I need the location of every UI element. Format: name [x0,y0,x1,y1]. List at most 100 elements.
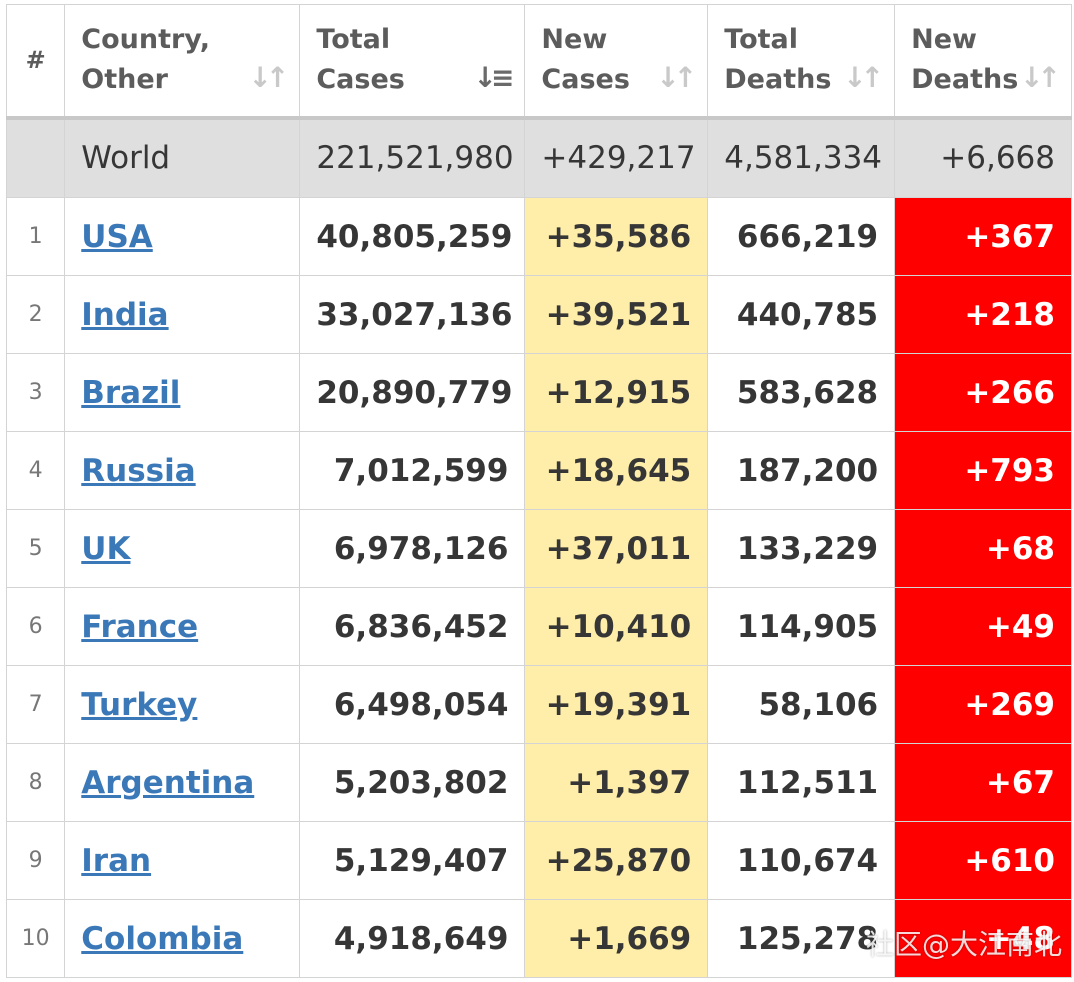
new-deaths-cell: +218 [894,275,1072,354]
total-cases-cell: 5,129,407 [299,821,526,900]
covid-stats-table: # Country, Other ↓↑ Total Cases ↓≡ New [5,4,1072,978]
new-cases-cell: +10,410 [524,587,709,666]
total-deaths-cell: 110,674 [707,821,896,900]
country-cell: Turkey [64,665,301,744]
table-row: 1 USA 40,805,259 +35,586 666,219 +367 [5,197,1072,276]
world-new-cases-cell: +429,217 [524,115,709,198]
rank-cell: 1 [5,197,66,276]
table-row: 4 Russia 7,012,599 +18,645 187,200 +793 [5,431,1072,510]
country-cell: Iran [64,821,301,900]
country-link[interactable]: Argentina [81,764,255,801]
table-row: 10 Colombia 4,918,649 +1,669 125,278 +48 [5,899,1072,978]
table-row: 9 Iran 5,129,407 +25,870 110,674 +610 [5,821,1072,900]
total-deaths-cell: 133,229 [707,509,896,588]
total-cases-cell: 6,978,126 [299,509,526,588]
new-cases-header-label: New Cases [541,24,630,96]
total-deaths-header-label: Total Deaths [724,24,832,96]
total-deaths-cell: 666,219 [707,197,896,276]
column-header-rank: # [5,4,66,120]
country-header-label: Country, Other [81,24,211,96]
rank-cell: 10 [5,899,66,978]
rank-cell: 9 [5,821,66,900]
table-body: World 221,521,980 +429,217 4,581,334 +6,… [5,115,1072,978]
new-deaths-cell: +269 [894,665,1072,744]
country-cell: France [64,587,301,666]
rank-cell: 5 [5,509,66,588]
new-cases-cell: +25,870 [524,821,709,900]
country-cell: Brazil [64,353,301,432]
sort-both-icon[interactable]: ↓↑ [1020,61,1061,94]
new-deaths-cell: +67 [894,743,1072,822]
total-cases-cell: 40,805,259 [299,197,526,276]
column-header-new-cases[interactable]: New Cases ↓↑ [524,4,709,120]
new-deaths-cell: +610 [894,821,1072,900]
world-country-cell: World [64,115,301,198]
country-link[interactable]: Brazil [81,374,181,411]
country-link[interactable]: USA [81,218,153,255]
table-row: 3 Brazil 20,890,779 +12,915 583,628 +266 [5,353,1072,432]
country-link[interactable]: Turkey [81,686,198,723]
table-row: 8 Argentina 5,203,802 +1,397 112,511 +67 [5,743,1072,822]
column-header-total-cases[interactable]: Total Cases ↓≡ [299,4,526,120]
total-cases-cell: 33,027,136 [299,275,526,354]
total-deaths-cell: 114,905 [707,587,896,666]
rank-cell: 2 [5,275,66,354]
sort-descending-icon[interactable]: ↓≡ [473,61,514,94]
country-link[interactable]: India [81,296,169,333]
new-cases-cell: +37,011 [524,509,709,588]
sort-both-icon[interactable]: ↓↑ [656,61,697,94]
total-deaths-cell: 125,278 [707,899,896,978]
table-row: 7 Turkey 6,498,054 +19,391 58,106 +269 [5,665,1072,744]
total-cases-cell: 4,918,649 [299,899,526,978]
new-cases-cell: +18,645 [524,431,709,510]
total-deaths-cell: 112,511 [707,743,896,822]
watermark: 社区@大江南北 [865,928,1062,961]
country-cell: Colombia [64,899,301,978]
new-deaths-header-label: New Deaths [911,24,1019,96]
sort-both-icon[interactable]: ↓↑ [248,61,289,94]
total-deaths-cell: 58,106 [707,665,896,744]
world-new-deaths-cell: +6,668 [894,115,1072,198]
country-link[interactable]: Russia [81,452,196,489]
world-rank-cell [5,115,66,198]
country-link[interactable]: France [81,608,199,645]
new-deaths-cell: +68 [894,509,1072,588]
total-cases-cell: 7,012,599 [299,431,526,510]
new-deaths-cell: +367 [894,197,1072,276]
sort-both-icon[interactable]: ↓↑ [843,61,884,94]
world-total-cases-cell: 221,521,980 [299,115,526,198]
rank-header-label: # [25,46,46,75]
new-deaths-cell: +266 [894,353,1072,432]
world-total-deaths-cell: 4,581,334 [707,115,896,198]
total-cases-cell: 20,890,779 [299,353,526,432]
column-header-country[interactable]: Country, Other ↓↑ [64,4,301,120]
country-cell: India [64,275,301,354]
new-deaths-cell: +48 [894,899,1072,978]
column-header-new-deaths[interactable]: New Deaths ↓↑ [894,4,1072,120]
total-deaths-cell: 440,785 [707,275,896,354]
table-row: 2 India 33,027,136 +39,521 440,785 +218 [5,275,1072,354]
country-link[interactable]: UK [81,530,131,567]
total-cases-cell: 5,203,802 [299,743,526,822]
country-cell: USA [64,197,301,276]
new-cases-cell: +1,669 [524,899,709,978]
total-cases-header-label: Total Cases [316,24,405,96]
total-deaths-cell: 187,200 [707,431,896,510]
country-link[interactable]: Iran [81,842,152,879]
table-row: 5 UK 6,978,126 +37,011 133,229 +68 [5,509,1072,588]
country-link[interactable]: Colombia [81,920,244,957]
total-deaths-cell: 583,628 [707,353,896,432]
rank-cell: 7 [5,665,66,744]
rank-cell: 4 [5,431,66,510]
new-cases-cell: +1,397 [524,743,709,822]
new-deaths-cell: +49 [894,587,1072,666]
total-cases-cell: 6,836,452 [299,587,526,666]
table-row: 6 France 6,836,452 +10,410 114,905 +49 [5,587,1072,666]
country-cell: Argentina [64,743,301,822]
country-cell: Russia [64,431,301,510]
total-cases-cell: 6,498,054 [299,665,526,744]
new-cases-cell: +35,586 [524,197,709,276]
column-header-total-deaths[interactable]: Total Deaths ↓↑ [707,4,896,120]
new-cases-cell: +19,391 [524,665,709,744]
table-header: # Country, Other ↓↑ Total Cases ↓≡ New [5,4,1072,120]
